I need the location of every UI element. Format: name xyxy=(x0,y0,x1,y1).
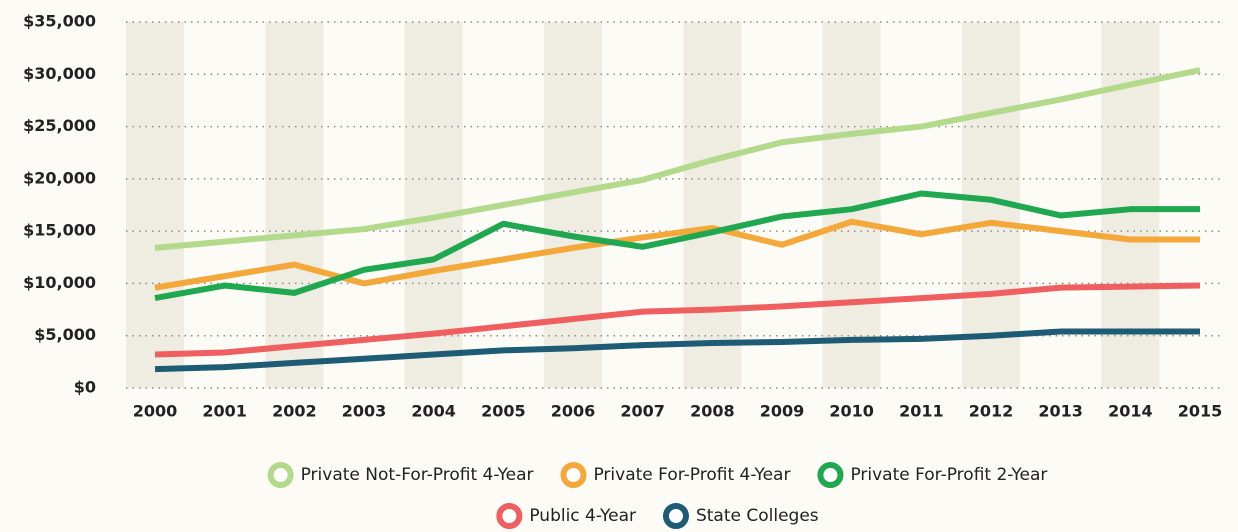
legend-marker xyxy=(496,503,523,529)
legend-label: State Colleges xyxy=(696,506,819,526)
x-tick-label: 2007 xyxy=(620,402,665,421)
x-tick-label: 2002 xyxy=(272,402,317,421)
y-tick-label: $10,000 xyxy=(23,273,96,292)
legend-item: Private For-Profit 2-Year xyxy=(817,462,1047,488)
y-tick-label: $20,000 xyxy=(23,168,96,187)
x-tick-label: 2015 xyxy=(1178,402,1223,421)
legend-item: Private For-Profit 4-Year xyxy=(560,462,790,488)
series-line xyxy=(154,218,1200,291)
series-line xyxy=(154,190,1200,302)
series-line xyxy=(154,282,1201,358)
y-tick-label: $35,000 xyxy=(23,12,96,31)
x-tick-label: 2004 xyxy=(411,402,456,421)
legend-marker xyxy=(662,503,689,529)
x-tick-label: 2000 xyxy=(133,402,178,421)
legend-marker xyxy=(560,462,587,488)
x-tick-label: 2009 xyxy=(760,402,805,421)
x-tick-label: 2001 xyxy=(202,402,247,421)
x-tick-label: 2008 xyxy=(690,402,735,421)
series-line xyxy=(154,67,1201,251)
y-tick-label: $15,000 xyxy=(23,221,96,240)
x-tick-label: 2005 xyxy=(481,402,526,421)
legend-item: Private Not-For-Profit 4-Year xyxy=(267,462,534,488)
y-tick-label: $0 xyxy=(74,378,96,397)
x-tick-label: 2012 xyxy=(969,402,1014,421)
x-tick-label: 2003 xyxy=(342,402,387,421)
legend-label: Private Not-For-Profit 4-Year xyxy=(301,465,534,485)
y-tick-label: $30,000 xyxy=(23,64,96,83)
legend-marker xyxy=(817,462,844,488)
x-tick-label: 2013 xyxy=(1038,402,1083,421)
legend-label: Public 4-Year xyxy=(529,506,636,526)
x-tick-label: 2014 xyxy=(1108,402,1153,421)
legend-marker xyxy=(267,462,294,488)
series-line xyxy=(154,328,1200,373)
legend-item: Public 4-Year xyxy=(496,503,636,529)
legend-label: Private For-Profit 4-Year xyxy=(593,465,790,485)
x-tick-label: 2006 xyxy=(551,402,596,421)
band xyxy=(404,22,463,388)
band xyxy=(683,22,742,388)
band xyxy=(544,22,602,388)
y-tick-label: $5,000 xyxy=(34,325,96,344)
x-tick-label: 2011 xyxy=(899,402,944,421)
y-tick-label: $25,000 xyxy=(23,116,96,135)
legend-item: State Colleges xyxy=(662,503,819,529)
band xyxy=(265,22,324,388)
legend-label: Private For-Profit 2-Year xyxy=(850,465,1047,485)
x-tick-label: 2010 xyxy=(829,402,874,421)
band xyxy=(126,22,184,388)
